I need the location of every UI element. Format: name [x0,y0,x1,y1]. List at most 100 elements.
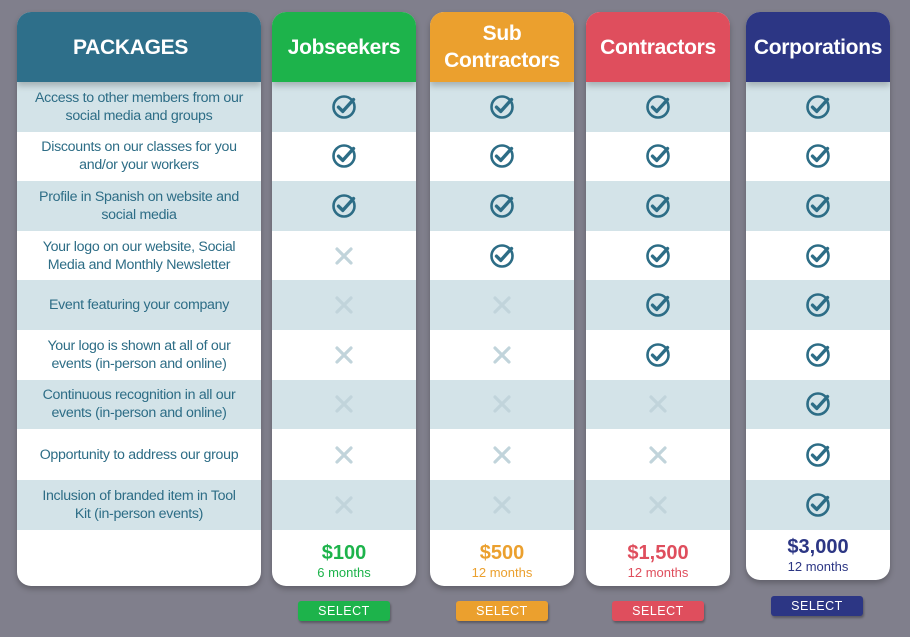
package-feature-cell [746,429,890,481]
check-circle-icon [332,144,356,169]
cross-icon [335,496,353,514]
check-circle-icon [806,442,830,467]
price-period: 12 months [627,565,689,580]
package-feature-cell [272,181,416,231]
package-column-corporations: Corporations $3,000 12 months [746,12,890,580]
cross-icon [335,346,353,364]
select-button[interactable]: SELECT [612,601,704,621]
package-feature-cell [272,429,416,481]
cross-icon [493,296,511,314]
package-feature-cell [272,329,416,380]
package-feature-cell [586,329,730,380]
package-feature-cell [746,181,890,231]
package-feature-cell [430,280,574,330]
check-circle-icon [806,342,830,367]
feature-row: Event featuring your company [17,280,261,330]
feature-row: Profile in Spanish on website and social… [17,181,261,231]
check-circle-icon [806,392,830,417]
package-feature-cell [430,480,574,530]
cross-icon [493,446,511,464]
package-name: Contractors [600,35,716,59]
package-feature-cell [586,131,730,182]
check-circle-icon [806,493,830,517]
package-feature-cell [746,230,890,281]
feature-row: Continuous recognition in all our events… [17,379,261,430]
feature-row: Opportunity to address our group [17,429,261,481]
package-feature-cell [272,82,416,132]
package-feature-cell [586,480,730,530]
price-amount: $3,000 [787,536,849,558]
price-period: 12 months [471,565,533,580]
select-button[interactable]: SELECT [456,601,548,621]
feature-list: Access to other members from our social … [17,82,261,530]
feature-label: Opportunity to address our group [39,446,239,463]
price-amount: $100 [321,542,367,564]
package-name: Sub Contractors [444,22,560,72]
package-feature-list [430,82,574,530]
packages-title: PACKAGES [73,35,189,59]
package-feature-cell [586,429,730,481]
package-feature-cell [272,230,416,281]
package-feature-cell [586,181,730,231]
package-feature-cell [746,82,890,132]
package-column-contractors: Contractors $1,500 12 months [586,12,730,586]
package-header: Contractors [586,12,730,82]
check-circle-icon [490,94,514,119]
cross-icon [335,446,353,464]
check-circle-icon [646,342,670,367]
cross-icon [649,446,667,464]
cross-icon [493,395,511,413]
package-feature-cell [746,480,890,530]
feature-row: Discounts on our classes for you and/or … [17,131,261,182]
check-circle-icon [490,194,514,218]
package-column-sub-contractors: Sub Contractors $500 12 months [430,12,574,586]
features-column: PACKAGES Access to other members from ou… [17,12,261,586]
price-amount: $500 [479,542,525,564]
package-price: $100 6 months [272,536,416,586]
price-period: 6 months [317,565,371,580]
package-feature-list [272,82,416,530]
feature-label: Your logo on our website, Social Media a… [42,238,236,273]
check-circle-icon [646,194,670,218]
package-column-jobseekers: Jobseekers $100 6 months [272,12,416,586]
package-header: Jobseekers [272,12,416,82]
package-feature-cell [746,379,890,430]
package-feature-cell [586,82,730,132]
feature-label: Continuous recognition in all our events… [42,387,236,422]
package-feature-cell [272,379,416,430]
check-circle-icon [332,194,356,218]
package-feature-cell [586,379,730,430]
package-header: Corporations [746,12,890,82]
cross-icon [335,296,353,314]
package-feature-cell [430,82,574,132]
packages-header: PACKAGES [17,12,261,82]
check-circle-icon [646,243,670,268]
feature-label: Discounts on our classes for you and/or … [41,139,237,174]
feature-label: Profile in Spanish on website and social… [39,188,239,223]
feature-label: Inclusion of branded item in Tool Kit (i… [42,487,236,522]
package-header: Sub Contractors [430,12,574,82]
feature-label: Your logo is shown at all of our events … [47,337,231,372]
package-feature-cell [586,280,730,330]
select-button[interactable]: SELECT [771,596,863,616]
package-feature-cell [272,131,416,182]
package-feature-cell [430,429,574,481]
check-circle-icon [806,94,830,119]
feature-label: Event featuring your company [48,297,230,314]
package-feature-cell [430,329,574,380]
check-circle-icon [806,144,830,169]
package-price: $500 12 months [430,536,574,586]
package-feature-list [586,82,730,530]
check-circle-icon [806,194,830,218]
cross-icon [335,395,353,413]
select-button[interactable]: SELECT [298,601,390,621]
check-circle-icon [490,144,514,169]
check-circle-icon [332,94,356,119]
check-circle-icon [646,144,670,169]
package-feature-cell [430,181,574,231]
feature-row: Your logo on our website, Social Media a… [17,230,261,281]
price-amount: $1,500 [627,542,689,564]
package-feature-cell [430,230,574,281]
cross-icon [335,246,353,265]
package-feature-cell [272,280,416,330]
